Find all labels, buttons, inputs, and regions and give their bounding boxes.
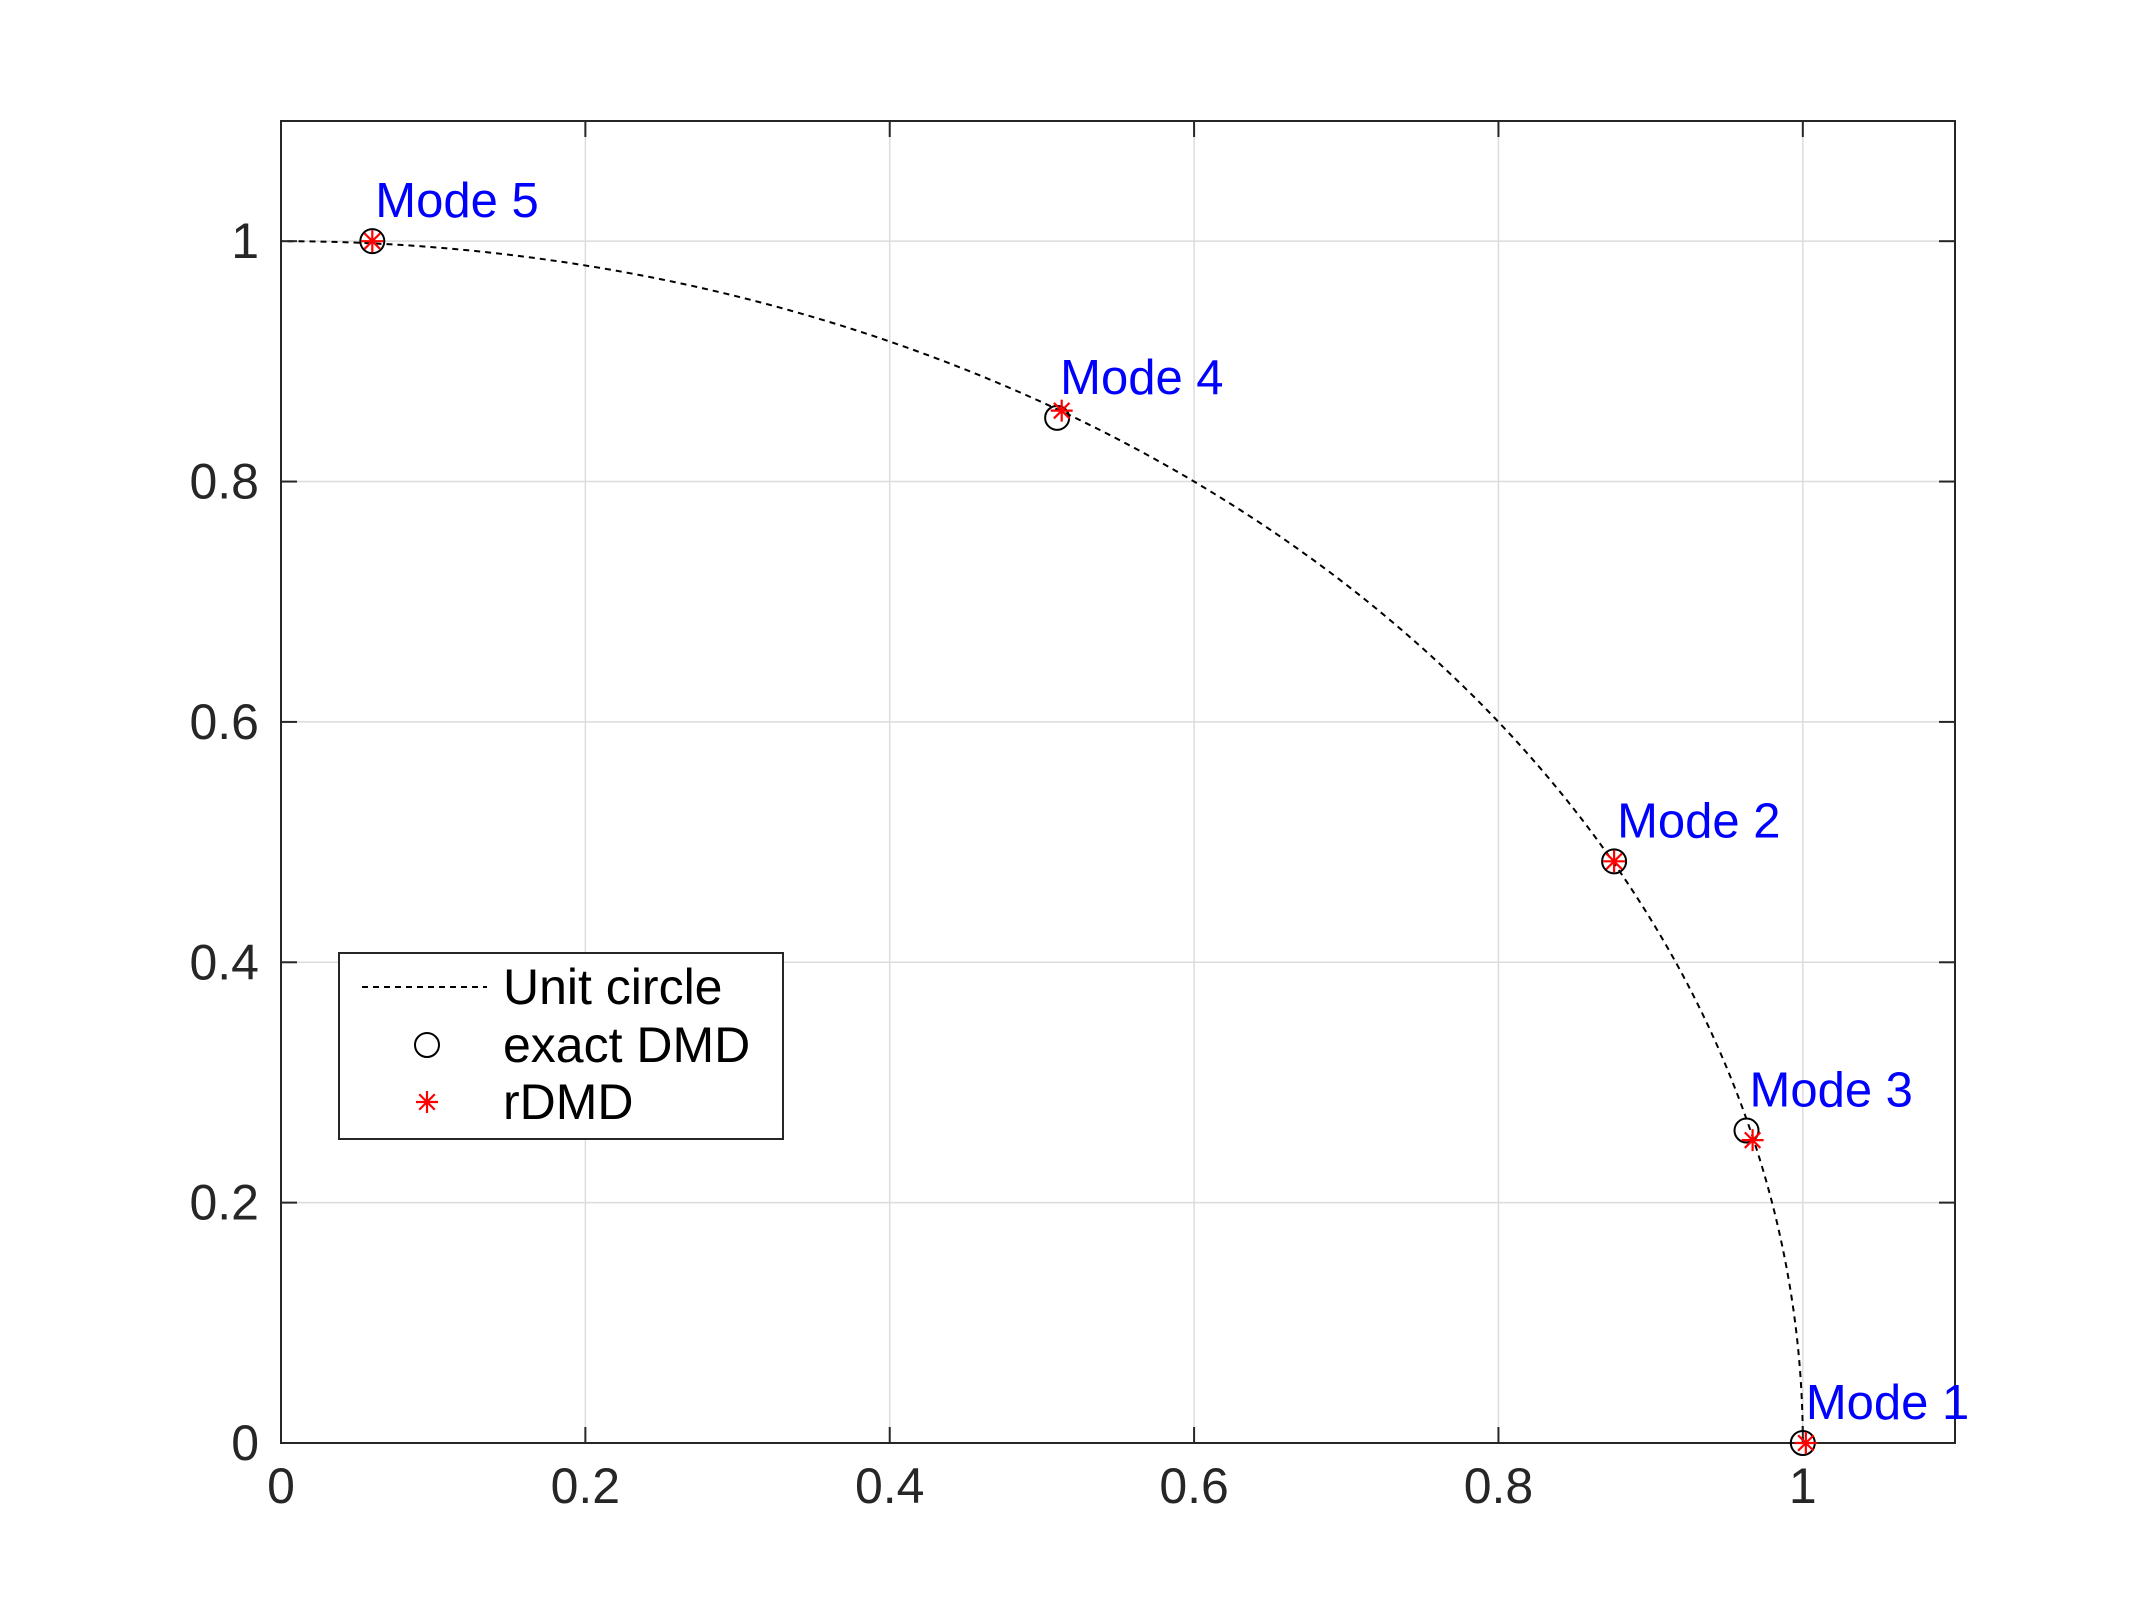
exact-dmd-point (359, 228, 386, 255)
rdmd-point (1603, 850, 1626, 873)
x-tick-label: 0.8 (1464, 1458, 1534, 1514)
y-tick-label: 0.4 (189, 934, 259, 990)
legend-exact-dmd-label: exact DMD (503, 1017, 750, 1073)
legend: Unit circle exact DMD rDMD (338, 952, 784, 1140)
annotation-layer: Mode 1 Mode 2 Mode 3 Mode 4 Mode 5 (375, 174, 1969, 1430)
x-tick-label: 0.4 (855, 1458, 925, 1514)
y-tick-label: 0.8 (189, 454, 259, 510)
mode-annotation: Mode 3 (1750, 1064, 1913, 1118)
legend-unit-circle-label: Unit circle (503, 959, 722, 1015)
tick-layer: 0 0.2 0.4 0.6 0.8 1 0 0.2 0.4 0.6 0.8 1 (189, 121, 1955, 1514)
y-tick-label: 1 (231, 213, 259, 269)
rdmd-point (1741, 1129, 1764, 1152)
rdmd-point (361, 230, 384, 253)
legend-box (338, 952, 784, 1140)
mode-annotation: Mode 2 (1617, 794, 1780, 848)
y-tick-label: 0.2 (189, 1175, 259, 1231)
rdmd-point (1050, 399, 1073, 422)
marker-layer (359, 228, 1817, 1456)
rdmd-point (1794, 1432, 1817, 1454)
legend-rdmd-marker (416, 1091, 438, 1113)
exact-dmd-point (1733, 1117, 1760, 1144)
legend-rdmd-label: rDMD (503, 1074, 634, 1130)
x-tick-label: 0.2 (551, 1458, 621, 1514)
mode-annotation: Mode 4 (1060, 351, 1223, 405)
axes-frame (280, 120, 1956, 1444)
mode-annotation: Mode 1 (1806, 1376, 1969, 1430)
x-tick-label: 1 (1789, 1458, 1817, 1514)
unit-circle-line (280, 240, 1804, 1444)
x-tick-label: 0 (267, 1458, 295, 1514)
y-tick-label: 0.6 (189, 694, 259, 750)
x-tick-label: 0.6 (1159, 1458, 1229, 1514)
exact-dmd-point (1601, 848, 1628, 875)
y-tick-label: 0 (231, 1415, 259, 1471)
legend-rdmd-asterisk (416, 1091, 438, 1113)
mode-annotation: Mode 5 (375, 174, 538, 228)
legend-exact-dmd-marker (414, 1032, 440, 1058)
curve-layer (280, 240, 1804, 1444)
plot-area-border (280, 120, 1956, 1444)
